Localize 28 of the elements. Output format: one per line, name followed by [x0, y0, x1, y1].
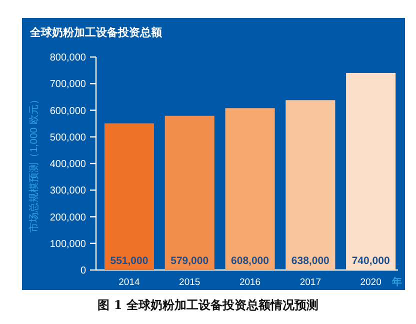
- data-label: 579,000: [170, 255, 209, 267]
- bar: [225, 108, 275, 270]
- x-tick-label: 2016: [239, 277, 261, 288]
- data-label: 638,000: [291, 255, 330, 267]
- x-tick-label: 2017: [300, 277, 321, 288]
- bar: [346, 72, 396, 270]
- caption: 图 1 全球奶粉加工设备投资总额情况预测: [98, 298, 318, 312]
- y-tick-label: 300,000: [50, 186, 86, 197]
- y-tick-label: 200,000: [50, 212, 86, 224]
- x-tick-label: 2020: [360, 277, 382, 288]
- y-tick-label: 0: [80, 266, 86, 276]
- bar: [164, 116, 214, 270]
- x-axis-title: 年: [391, 276, 402, 288]
- data-label: 608,000: [231, 255, 270, 267]
- bar: [286, 100, 336, 270]
- y-tick-label: 600,000: [50, 106, 86, 117]
- bar: [104, 123, 154, 270]
- y-tick-label: 700,000: [50, 79, 86, 90]
- x-tick-label: 2014: [118, 277, 140, 288]
- y-tick-label: 100,000: [50, 238, 86, 250]
- y-tick-label: 400,000: [50, 159, 86, 170]
- y-tick-label: 800,000: [50, 52, 86, 64]
- chart-title: 全球奶粉加工设备投资总额: [29, 26, 163, 39]
- data-label: 551,000: [110, 255, 148, 267]
- y-tick-label: 500,000: [50, 132, 86, 144]
- y-axis-title: 市场总规模预测（1,000 欧元）: [28, 94, 40, 232]
- x-tick-label: 2015: [179, 277, 200, 288]
- data-label: 740,000: [352, 255, 390, 267]
